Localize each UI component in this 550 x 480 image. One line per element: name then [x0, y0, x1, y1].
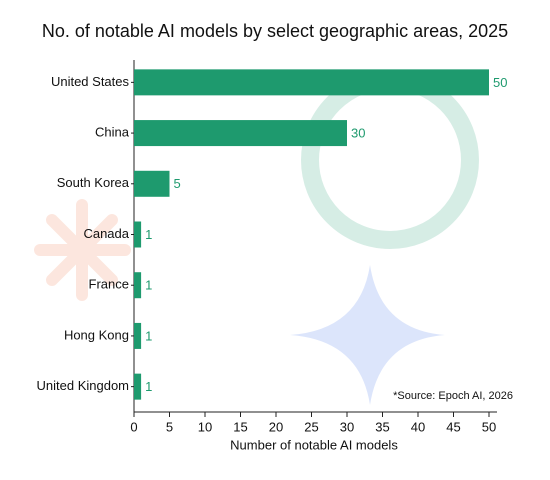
value-label: 5	[174, 176, 181, 191]
value-label: 1	[145, 379, 152, 394]
y-tick-label: China	[95, 125, 130, 140]
value-label: 1	[145, 328, 152, 343]
bar	[134, 221, 142, 248]
x-tick-label: 45	[446, 419, 460, 434]
x-tick-label: 35	[375, 419, 389, 434]
bar	[134, 120, 347, 147]
y-tick-label: United States	[51, 74, 130, 89]
y-tick-label: France	[89, 277, 129, 292]
annotation: *Source: Epoch AI, 2026	[393, 390, 513, 402]
x-axis-label: Number of notable AI models	[230, 437, 398, 452]
y-tick-label: United Kingdom	[37, 378, 130, 393]
x-tick-label: 20	[269, 419, 283, 434]
x-tick-label: 5	[166, 419, 173, 434]
value-label: 50	[493, 75, 507, 90]
chart-title: No. of notable AI models by select geogr…	[42, 21, 508, 41]
x-tick-label: 15	[233, 419, 247, 434]
bar	[134, 170, 170, 197]
value-label: 1	[145, 227, 152, 242]
watermark-ring	[301, 71, 479, 249]
watermark-star	[290, 265, 445, 405]
bar	[134, 69, 489, 96]
value-label: 30	[351, 126, 365, 141]
x-tick-label: 40	[411, 419, 425, 434]
watermark-burst	[34, 199, 131, 301]
x-tick-label: 0	[130, 419, 137, 434]
x-tick-label: 30	[340, 419, 354, 434]
bar	[134, 373, 142, 400]
x-tick-label: 50	[482, 419, 496, 434]
bar	[134, 322, 142, 349]
x-tick-label: 10	[198, 419, 212, 434]
bar	[134, 272, 142, 299]
y-tick-label: South Korea	[57, 175, 130, 190]
y-tick-label: Hong Kong	[64, 327, 129, 342]
x-tick-label: 25	[304, 419, 318, 434]
value-label: 1	[145, 278, 152, 293]
y-tick-label: Canada	[83, 226, 129, 241]
